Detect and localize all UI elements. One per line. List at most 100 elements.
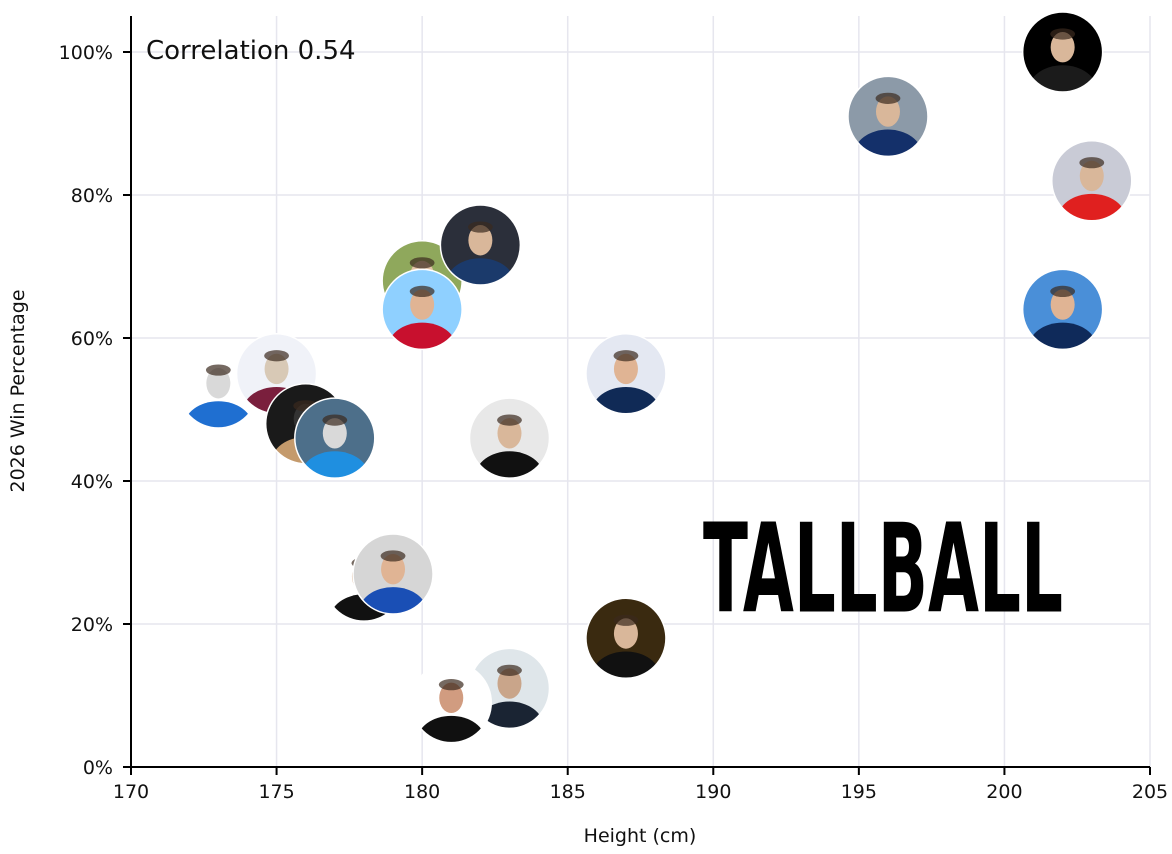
point-outline [585, 333, 667, 415]
photo-hair [380, 550, 406, 562]
headshot-photo [847, 76, 928, 157]
headshot-photo [469, 398, 550, 479]
photo-shirt [1028, 322, 1097, 350]
data-point [381, 268, 463, 351]
photo-hair [613, 350, 639, 362]
x-tick-label: 205 [1132, 781, 1168, 803]
photo-hair [409, 257, 435, 269]
x-tick-label: 180 [404, 781, 440, 803]
photo-hair [438, 679, 464, 691]
photo-hair [497, 664, 522, 676]
y-tick-label: 80% [71, 185, 113, 207]
photo-shirt [1028, 65, 1097, 92]
photo-shirt [591, 651, 660, 679]
photo-shirt [388, 322, 457, 350]
photo-shirt [1057, 193, 1126, 221]
x-tick-label: 200 [986, 781, 1022, 803]
photo-face [381, 553, 406, 585]
data-point [585, 333, 667, 415]
photo-face [875, 96, 900, 127]
data-point [294, 397, 376, 479]
photo-face [410, 289, 435, 320]
photo-shirt [300, 451, 369, 479]
photo-hair [1050, 28, 1076, 40]
photo-shirt [446, 258, 515, 286]
photo-face [468, 225, 493, 256]
photo-face [206, 368, 231, 399]
y-tick-label: 20% [71, 614, 113, 636]
photo-shirt [475, 451, 544, 479]
photo-shirt [591, 386, 660, 414]
photo-hair [322, 414, 348, 426]
data-point [585, 597, 667, 680]
y-tick-label: 60% [71, 328, 113, 350]
point-outline [847, 75, 929, 158]
photo-face [1050, 32, 1075, 63]
point-outline [381, 268, 463, 351]
headshot-photo [382, 269, 463, 350]
headshot-photo [585, 598, 666, 679]
photo-face [1050, 289, 1075, 320]
photo-hair [613, 614, 639, 626]
headshot-photo [353, 533, 434, 614]
data-point [1021, 11, 1104, 93]
y-axis-ticks: 0% 20% 40% 60% 80% 100% [59, 42, 131, 779]
data-point [235, 333, 318, 415]
photo-face [264, 353, 289, 385]
axes [130, 16, 1150, 768]
data-point [847, 75, 929, 158]
y-axis-label: 2026 Win Percentage [7, 289, 29, 492]
photo-hair [1079, 157, 1105, 169]
headshot-photo [294, 398, 375, 479]
x-tick-label: 190 [695, 781, 731, 803]
headshot-photo [411, 662, 492, 743]
photo-hair [205, 364, 231, 376]
point-outline [468, 397, 551, 479]
data-point [1051, 139, 1133, 222]
y-tick-label: 100% [59, 42, 113, 64]
photo-shirt [417, 715, 486, 743]
point-outline [1021, 11, 1104, 93]
photo-face [497, 418, 522, 449]
photo-face [613, 353, 638, 385]
x-tick-label: 195 [841, 781, 877, 803]
photo-shirt [184, 401, 253, 429]
x-axis-ticks: 170 175 180 185 190 195 200 205 [113, 767, 1168, 803]
photo-hair [409, 285, 435, 297]
x-tick-label: 175 [258, 781, 294, 803]
data-point [410, 661, 493, 744]
point-outline [439, 204, 522, 286]
tallball-logo: TALLBALL [703, 499, 1063, 642]
photo-face [613, 618, 638, 649]
photo-face [1079, 160, 1104, 192]
point-outline [410, 661, 493, 744]
point-outline [1051, 139, 1133, 222]
point-outline [585, 597, 667, 680]
photo-face [322, 418, 347, 449]
photo-hair [467, 221, 493, 233]
headshot-photo [585, 333, 666, 414]
data-points [177, 11, 1133, 744]
photo-hair [264, 350, 289, 362]
photo-face [439, 682, 464, 714]
y-tick-label: 40% [71, 471, 113, 493]
photo-shirt [853, 129, 922, 157]
point-outline [294, 397, 376, 479]
photo-face [497, 668, 522, 699]
x-tick-label: 170 [113, 781, 149, 803]
photo-shirt [359, 587, 428, 614]
headshot-photo [1051, 140, 1132, 221]
data-point [352, 533, 434, 615]
x-tick-label: 185 [550, 781, 586, 803]
data-point [1021, 268, 1104, 351]
photo-hair [497, 414, 522, 426]
x-axis-label: Height (cm) [584, 825, 697, 847]
headshot-photo [440, 205, 521, 286]
y-tick-label: 0% [83, 757, 113, 779]
data-point [468, 397, 551, 479]
tallball-logo-text: TALLBALL [703, 499, 1063, 642]
photo-hair [1050, 285, 1076, 297]
headshot-photo [1022, 269, 1103, 350]
headshot-photo [1022, 12, 1103, 92]
